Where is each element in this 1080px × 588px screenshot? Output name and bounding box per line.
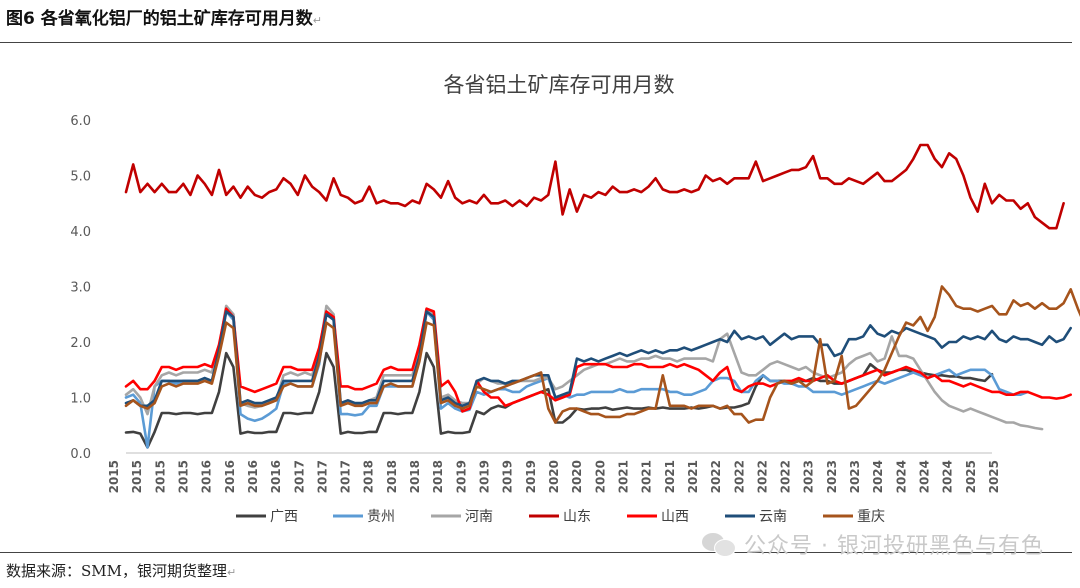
x-tick-label: 2015 (130, 460, 144, 493)
source-note: 数据来源：SMM，银河期货整理↵ (6, 560, 236, 581)
x-tick-label: 2019 (524, 460, 538, 493)
x-tick-label: 2022 (779, 460, 793, 493)
x-tick-label: 2021 (663, 460, 677, 493)
x-tick-label: 2015 (153, 460, 167, 493)
x-tick-label: 2024 (918, 460, 932, 493)
chart-title: 各省铝土矿库存可用月数 (444, 73, 675, 97)
legend-label: 贵州 (367, 509, 395, 525)
legend-label: 河南 (465, 509, 493, 525)
x-tick-label: 2021 (686, 460, 700, 493)
x-tick-label: 2017 (292, 460, 306, 493)
x-tick-label: 2024 (894, 460, 908, 493)
x-tick-label: 2015 (107, 460, 121, 493)
x-tick-label: 2022 (755, 460, 769, 493)
y-tick-label: 3.0 (70, 281, 91, 296)
source-return-mark: ↵ (227, 566, 237, 579)
y-tick-label: 6.0 (70, 114, 91, 129)
legend-label: 云南 (759, 509, 787, 525)
x-tick-label: 2022 (709, 460, 723, 493)
series-line (124, 310, 1072, 408)
x-tick-label: 2020 (593, 460, 607, 493)
x-tick-label: 2016 (269, 460, 283, 493)
x-tick-label: 2021 (617, 460, 631, 493)
x-tick-label: 2017 (339, 460, 353, 493)
bottom-rule (0, 552, 1072, 553)
x-tick-label: 2019 (478, 460, 492, 493)
series-line (124, 143, 1065, 230)
figure-label: 图6 (6, 9, 35, 29)
watermark-text: 公众号 · 银河投研黑色与有色 (744, 534, 1044, 559)
y-tick-label: 1.0 (70, 392, 91, 407)
x-tick-label: 2020 (547, 460, 561, 493)
watermark: 公众号 · 银河投研黑色与有色 (702, 528, 1044, 560)
y-tick-label: 2.0 (70, 336, 91, 351)
x-tick-label: 2023 (825, 460, 839, 493)
x-tick-label: 2017 (315, 460, 329, 493)
x-tick-label: 2021 (640, 460, 654, 493)
x-tick-label: 2024 (871, 460, 885, 493)
x-tick-label: 2019 (501, 460, 515, 493)
x-tick-label: 2015 (177, 460, 191, 493)
y-tick-label: 5.0 (70, 170, 91, 185)
x-tick-label: 2024 (941, 460, 955, 493)
legend-label: 重庆 (857, 509, 885, 525)
x-tick-label: 2025 (987, 460, 1001, 493)
x-tick-label: 2022 (732, 460, 746, 493)
return-mark: ↵ (312, 14, 322, 27)
y-tick-label: 4.0 (70, 225, 91, 240)
wechat-icon (702, 531, 737, 557)
source-text: 数据来源：SMM，银河期货整理 (6, 562, 227, 580)
x-tick-label: 2018 (362, 460, 376, 493)
figure-caption: 图6 各省氧化铝厂的铝土矿库存可用月数↵ (6, 4, 322, 29)
legend-label: 广西 (270, 509, 298, 525)
series-line (124, 285, 1080, 424)
series-line (124, 307, 1072, 413)
figure-title: 各省氧化铝厂的铝土矿库存可用月数 (40, 9, 313, 29)
x-tick-label: 2016 (223, 460, 237, 493)
x-tick-label: 2018 (408, 460, 422, 493)
x-tick-label: 2023 (848, 460, 862, 493)
legend-label: 山东 (563, 509, 591, 525)
x-tick-label: 2019 (454, 460, 468, 493)
line-chart: 各省铝土矿库存可用月数 0.0 1.0 2.0 3.0 4.0 5.0 6.0 2015 2015… (70, 73, 1080, 525)
legend-label: 山西 (661, 509, 689, 525)
x-tick-label: 2023 (802, 460, 816, 493)
x-tick-label: 2018 (431, 460, 445, 493)
x-tick-label: 2025 (964, 460, 978, 493)
x-tick-label: 2018 (385, 460, 399, 493)
x-tick-label: 2016 (246, 460, 260, 493)
y-tick-label: 0.0 (70, 447, 91, 462)
x-tick-label: 2020 (570, 460, 584, 493)
x-tick-label: 2016 (200, 460, 214, 493)
top-rule (0, 42, 1072, 43)
